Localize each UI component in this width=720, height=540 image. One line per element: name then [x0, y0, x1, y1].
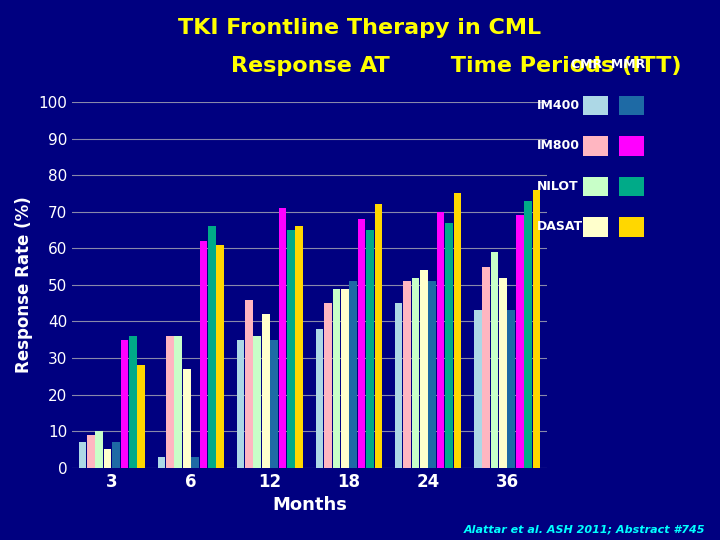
Bar	[490, 252, 498, 468]
Bar	[245, 300, 253, 468]
Bar	[358, 219, 366, 468]
Bar	[428, 281, 436, 468]
Bar	[253, 336, 261, 468]
Text: CMR  MMR: CMR MMR	[571, 58, 646, 71]
Bar	[166, 336, 174, 468]
Bar	[237, 340, 244, 468]
Bar	[295, 226, 303, 468]
Bar	[158, 457, 166, 468]
Bar	[192, 457, 199, 468]
Bar	[403, 281, 411, 468]
Bar	[437, 212, 444, 468]
Bar	[454, 193, 462, 468]
Bar	[208, 226, 216, 468]
Bar	[412, 278, 419, 468]
Bar	[524, 201, 532, 468]
Bar	[174, 336, 182, 468]
Bar	[516, 215, 523, 468]
Text: DASAT: DASAT	[536, 220, 582, 233]
Bar	[445, 222, 453, 468]
Bar	[420, 270, 428, 468]
Bar	[87, 435, 95, 468]
Bar	[129, 336, 137, 468]
Bar	[499, 278, 507, 468]
Text: Time Periods (ITT): Time Periods (ITT)	[443, 56, 681, 76]
Bar	[217, 245, 224, 468]
Bar	[333, 288, 341, 468]
Bar	[533, 190, 540, 468]
Text: IM400: IM400	[536, 99, 580, 112]
Bar	[104, 449, 112, 468]
Text: NILOT: NILOT	[536, 180, 578, 193]
Bar	[315, 329, 323, 468]
Text: IM800: IM800	[536, 139, 580, 152]
Text: Alattar et al. ASH 2011; Abstract #745: Alattar et al. ASH 2011; Abstract #745	[464, 524, 706, 535]
X-axis label: Months: Months	[272, 496, 347, 514]
Bar	[279, 208, 287, 468]
Bar	[78, 442, 86, 468]
Bar	[474, 310, 482, 468]
Bar	[199, 241, 207, 468]
Bar	[341, 288, 348, 468]
Y-axis label: Response Rate (%): Response Rate (%)	[15, 197, 33, 373]
Bar	[95, 431, 103, 468]
Text: AT: AT	[360, 56, 391, 76]
Bar	[349, 281, 357, 468]
Bar	[287, 230, 294, 468]
Bar	[138, 366, 145, 468]
Bar	[324, 303, 332, 468]
Bar	[120, 340, 128, 468]
Text: TKI Frontline Therapy in CML: TKI Frontline Therapy in CML	[179, 18, 541, 38]
Bar	[374, 205, 382, 468]
Bar	[395, 303, 402, 468]
Bar	[270, 340, 278, 468]
Bar	[262, 314, 269, 468]
Bar	[508, 310, 515, 468]
Bar	[183, 369, 191, 468]
Bar	[482, 267, 490, 468]
Bar	[366, 230, 374, 468]
Text: Response: Response	[231, 56, 360, 76]
Bar	[112, 442, 120, 468]
